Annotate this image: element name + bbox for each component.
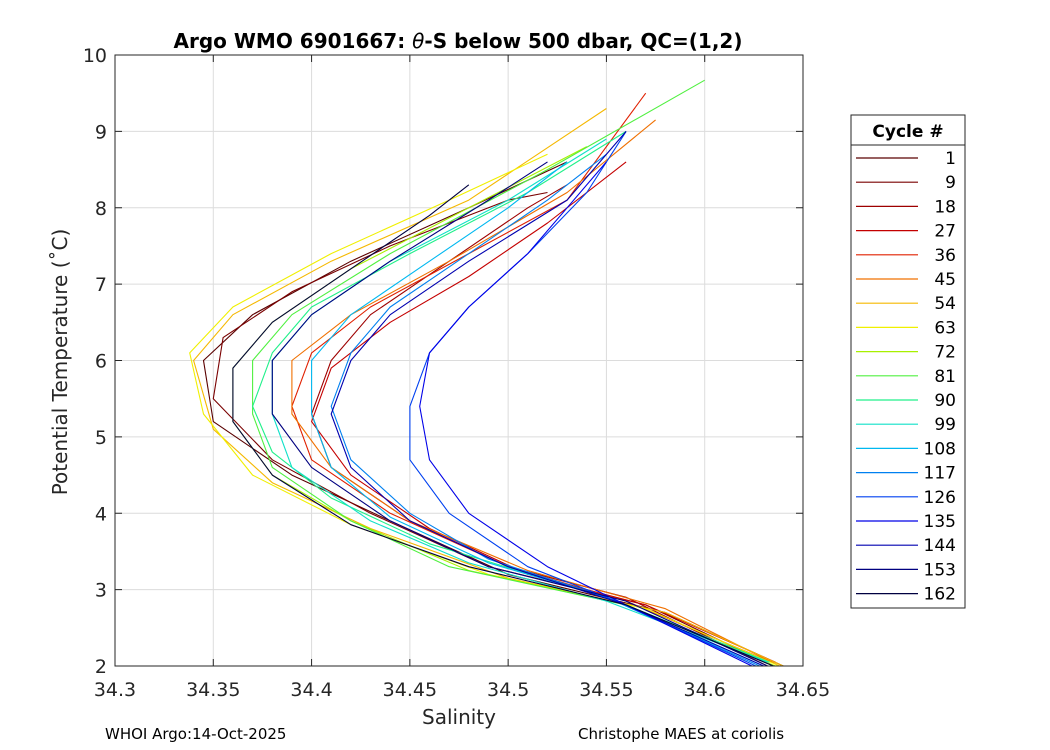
footer-left: WHOI Argo:14-Oct-2025 <box>105 725 287 743</box>
legend-label: 126 <box>924 488 956 508</box>
legend-label: 99 <box>934 415 956 435</box>
y-tick-label: 10 <box>83 45 107 67</box>
legend-label: 81 <box>934 367 956 387</box>
series-line-cycle-135 <box>419 161 753 666</box>
legend-label: 54 <box>934 294 956 314</box>
chart-title: Argo WMO 6901667: θ-S below 500 dbar, QC… <box>174 29 743 53</box>
legend-label: 117 <box>924 464 956 484</box>
y-tick-label: 9 <box>95 121 107 143</box>
legend-entries: 1 9 18 27 36 45 54 63 72 81 90 99 108 117 126 135 144 153… <box>856 149 956 605</box>
chart-title-suffix: -S below 500 dbar, QC=(1,2) <box>424 29 742 53</box>
y-tick-label: 6 <box>95 351 107 373</box>
legend-label: 45 <box>934 270 956 290</box>
y-tick-label: 3 <box>95 580 107 602</box>
legend-label: 72 <box>934 343 956 363</box>
legend-label: 36 <box>934 246 956 266</box>
series-line-cycle-117 <box>330 153 761 666</box>
legend-label: 90 <box>934 391 956 411</box>
y-tick-label: 7 <box>95 274 107 296</box>
legend: Cycle # 19182736455463728190991081171261… <box>850 114 966 609</box>
legend-label: 108 <box>924 439 956 459</box>
axis-ticks: 34.3 34.35 34.4 34.45 34.5 34.55 34.6 34.65 2 3 4 5… <box>83 45 830 701</box>
series-line-cycle-126 <box>409 131 757 666</box>
legend-label: 18 <box>934 197 956 217</box>
series-line-cycle-45 <box>291 119 780 666</box>
x-tick-label: 34.55 <box>579 679 633 701</box>
legend-box <box>850 114 966 609</box>
grid-lines <box>114 54 804 667</box>
y-tick-label: 5 <box>95 427 107 449</box>
series-line-cycle-153 <box>271 161 768 666</box>
legend-label: 135 <box>924 512 956 532</box>
legend-label: 162 <box>924 585 956 605</box>
y-tick-label: 8 <box>95 198 107 220</box>
plot-area <box>189 79 784 666</box>
series-line-cycle-108 <box>311 161 764 666</box>
series-line-cycle-90 <box>252 130 770 663</box>
series-line-cycle-99 <box>271 138 768 663</box>
chart-title-theta-symbol: θ <box>412 29 424 53</box>
x-tick-label: 34.6 <box>684 679 726 701</box>
legend-label: 63 <box>934 318 956 338</box>
x-tick-label: 34.3 <box>94 679 136 701</box>
legend-title: Cycle # <box>872 122 943 142</box>
series-line-cycle-162 <box>232 184 774 666</box>
legend-label: 153 <box>924 560 956 580</box>
footer-right: Christophe MAES at coriolis <box>578 725 785 743</box>
y-tick-label: 2 <box>95 656 107 678</box>
chart-title-prefix: Argo WMO 6901667: <box>174 29 413 53</box>
legend-label: 27 <box>934 222 956 242</box>
series-line-cycle-144 <box>330 131 764 666</box>
legend-label: 9 <box>945 173 956 193</box>
series-line-cycle-54 <box>193 108 784 666</box>
x-tick-label: 34.65 <box>776 679 830 701</box>
x-tick-label: 34.4 <box>290 679 332 701</box>
x-tick-label: 34.5 <box>487 679 529 701</box>
x-axis-label: Salinity <box>422 705 496 729</box>
y-axis-label: Potential Temperature (˚C) <box>48 229 72 496</box>
y-tick-label: 4 <box>95 503 107 525</box>
series-line-cycle-18 <box>311 184 768 666</box>
x-tick-label: 34.35 <box>186 679 240 701</box>
x-tick-label: 34.45 <box>383 679 437 701</box>
series-line-cycle-81 <box>252 79 774 666</box>
legend-label: 1 <box>945 149 956 169</box>
series-line-cycle-1 <box>202 161 784 666</box>
series-line-cycle-9 <box>212 191 774 666</box>
legend-label: 144 <box>924 536 956 556</box>
